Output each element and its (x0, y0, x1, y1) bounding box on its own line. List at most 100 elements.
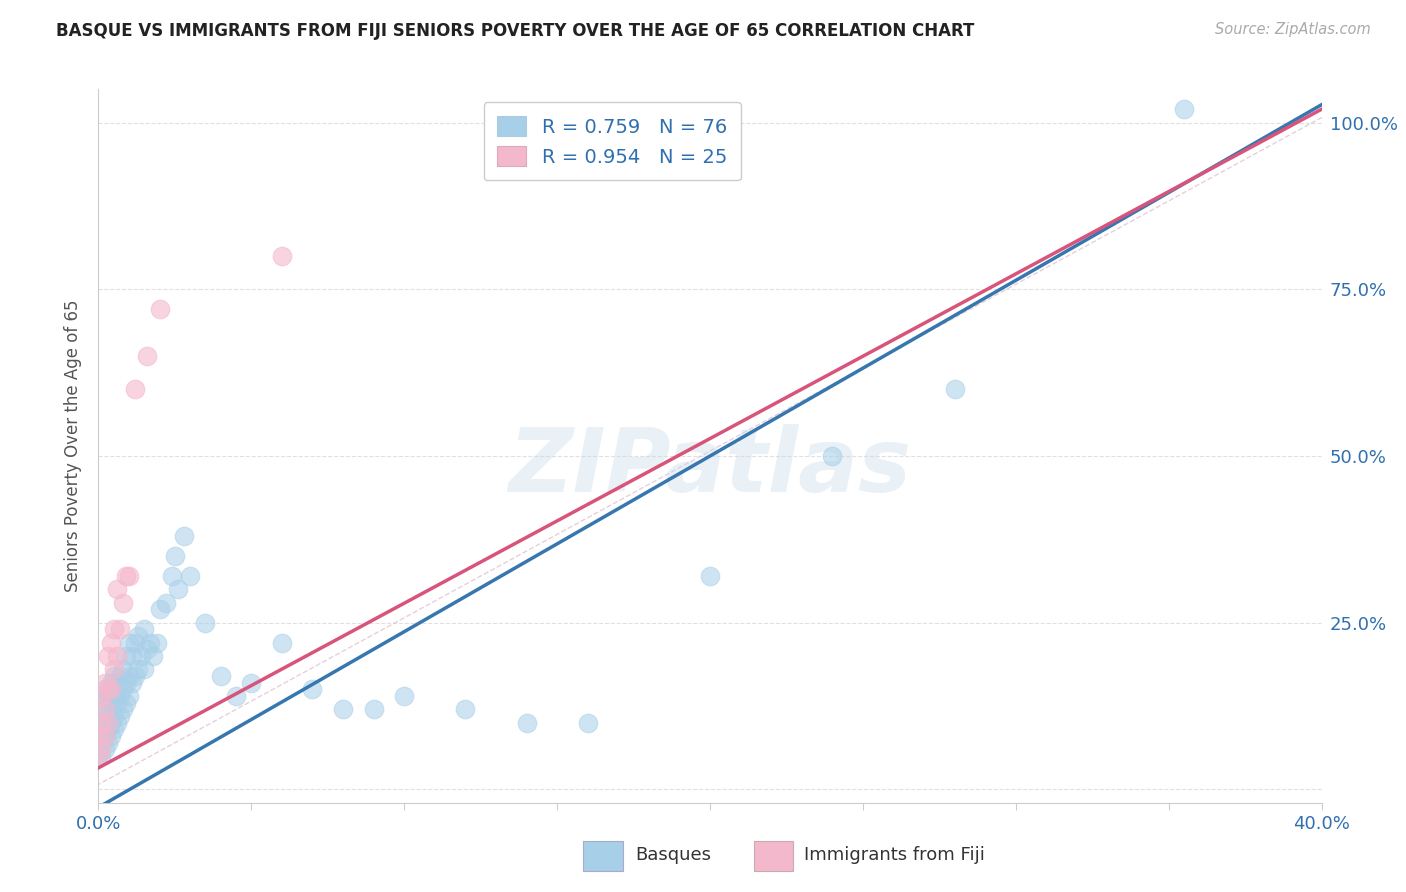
Point (145, 636, 167, 650)
Point (167, 582, 190, 597)
Point (103, 689, 125, 703)
Point (103, 723, 125, 737)
Point (136, 349, 159, 363)
Point (149, 302, 172, 317)
Point (90, 742, 112, 756)
Point (516, 715, 538, 730)
Point (118, 569, 141, 583)
Text: BASQUE VS IMMIGRANTS FROM FIJI SENIORS POVERTY OVER THE AGE OF 65 CORRELATION CH: BASQUE VS IMMIGRANTS FROM FIJI SENIORS P… (56, 22, 974, 40)
Point (576, 715, 599, 730)
Point (111, 702, 134, 716)
Point (97, 723, 120, 737)
Point (105, 649, 128, 664)
Point (90, 715, 112, 730)
Point (111, 662, 134, 676)
Point (97, 715, 120, 730)
Point (108, 709, 131, 723)
Point (115, 569, 138, 583)
Point (87, 749, 110, 764)
Point (105, 582, 128, 597)
Point (108, 689, 131, 703)
Point (115, 696, 138, 710)
Point (93, 682, 115, 697)
Point (100, 696, 122, 710)
Point (97, 689, 120, 703)
Point (124, 669, 146, 683)
Point (90, 715, 112, 730)
Point (97, 709, 120, 723)
Point (240, 675, 263, 690)
Point (209, 669, 232, 683)
Text: ZIPatlas: ZIPatlas (509, 424, 911, 511)
Point (93, 729, 115, 743)
Point (363, 702, 385, 716)
Point (90, 689, 112, 703)
Point (105, 696, 128, 710)
Point (97, 682, 120, 697)
Point (821, 449, 844, 463)
Point (93, 702, 115, 716)
Point (93, 742, 115, 756)
Point (100, 675, 122, 690)
Point (179, 569, 201, 583)
Point (1173, 102, 1195, 116)
Point (93, 702, 115, 716)
Point (105, 715, 128, 730)
Point (90, 736, 112, 750)
Point (127, 662, 149, 676)
Point (118, 636, 141, 650)
Point (134, 623, 156, 637)
Point (90, 749, 112, 764)
Point (142, 649, 165, 664)
Point (301, 682, 323, 697)
Point (270, 636, 292, 650)
Point (332, 702, 354, 716)
Point (155, 596, 177, 610)
Point (121, 675, 143, 690)
Point (270, 249, 292, 263)
Point (136, 642, 159, 657)
Point (121, 649, 143, 664)
Point (90, 729, 112, 743)
Point (97, 649, 120, 664)
Text: Immigrants from Fiji: Immigrants from Fiji (804, 846, 986, 863)
Point (699, 569, 721, 583)
Point (127, 629, 149, 643)
Point (93, 715, 115, 730)
Point (103, 669, 125, 683)
Point (111, 682, 134, 697)
Point (225, 689, 247, 703)
Point (149, 602, 172, 616)
Text: Source: ZipAtlas.com: Source: ZipAtlas.com (1215, 22, 1371, 37)
Point (129, 649, 152, 664)
Point (160, 569, 183, 583)
Point (93, 675, 115, 690)
Point (97, 736, 120, 750)
Point (454, 702, 477, 716)
Point (943, 382, 966, 396)
Point (87, 736, 110, 750)
Point (108, 623, 131, 637)
Point (163, 549, 186, 563)
Point (87, 723, 110, 737)
Y-axis label: Seniors Poverty Over the Age of 65: Seniors Poverty Over the Age of 65 (65, 300, 83, 592)
Point (87, 729, 110, 743)
Point (108, 669, 131, 683)
Legend: R = 0.759   N = 76, R = 0.954   N = 25: R = 0.759 N = 76, R = 0.954 N = 25 (484, 103, 741, 180)
Point (115, 649, 138, 664)
Point (194, 615, 217, 630)
Point (93, 729, 115, 743)
Point (100, 729, 122, 743)
Point (173, 529, 195, 543)
Point (100, 682, 122, 697)
Point (105, 675, 128, 690)
Text: Basques: Basques (636, 846, 711, 863)
Point (134, 662, 156, 676)
FancyBboxPatch shape (754, 840, 793, 871)
Point (103, 662, 125, 676)
Point (139, 636, 162, 650)
Point (103, 709, 125, 723)
Point (118, 669, 141, 683)
Point (90, 696, 112, 710)
Point (103, 623, 125, 637)
